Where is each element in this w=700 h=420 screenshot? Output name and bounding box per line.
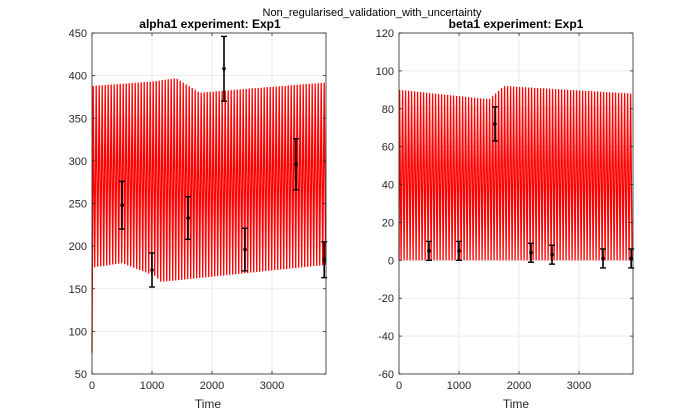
beta1-y-tick-label: -60	[378, 369, 394, 381]
alpha1-y-tick-label: 150	[69, 284, 87, 296]
beta1-y-tick-label: 100	[376, 66, 394, 78]
alpha1-simulation-line	[91, 78, 327, 353]
beta1-x-tick-label: 0	[396, 380, 402, 392]
alpha1-measurement-point	[185, 195, 191, 241]
beta1-y-tick-label: 20	[382, 217, 394, 229]
beta1-y-tick-label: 0	[388, 255, 394, 267]
alpha1-measurement-point	[119, 180, 125, 230]
beta1-y-tick-label: 120	[376, 28, 394, 40]
beta1-measurement-point	[426, 240, 432, 262]
alpha1-y-tick-label: 50	[75, 369, 87, 381]
beta1-y-tick-label: 80	[382, 104, 394, 116]
alpha1-measurement-point	[242, 227, 248, 272]
alpha1-x-tick-label: 1000	[140, 380, 164, 392]
beta1-y-tick-label: -20	[378, 293, 394, 305]
alpha1-y-tick-label: 100	[69, 326, 87, 338]
beta1-y-tick-label: -40	[378, 331, 394, 343]
beta1-x-tick-label: 2000	[507, 380, 531, 392]
beta1-x-tick-label: 1000	[447, 380, 471, 392]
alpha1-y-tick-label: 450	[69, 28, 87, 40]
alpha1-measurement-point	[149, 252, 155, 288]
alpha1-panel: alpha1 experiment: Exp1 Time 0 1000 2000 30…	[69, 17, 328, 411]
alpha1-measurement-point	[221, 35, 227, 102]
alpha1-y-tick-label: 350	[69, 113, 87, 125]
beta1-y-tick-label: 40	[382, 180, 394, 192]
beta1-panel-title: beta1 experiment: Exp1	[449, 17, 584, 31]
beta1-measurement-point	[456, 240, 462, 262]
beta1-measurement-point	[549, 244, 555, 265]
alpha1-y-tick-label: 400	[69, 71, 87, 83]
beta1-axes-box	[398, 32, 634, 375]
alpha1-measurement-point	[293, 138, 299, 191]
beta1-measurement-point	[600, 248, 606, 269]
alpha1-x-axis-label: Time	[195, 397, 222, 411]
beta1-x-axis-label: Time	[503, 397, 530, 411]
alpha1-x-tick-label: 0	[89, 380, 95, 392]
alpha1-panel-title: alpha1 experiment: Exp1	[139, 17, 281, 31]
beta1-measurement-point	[492, 106, 498, 142]
alpha1-y-tick-label: 300	[69, 156, 87, 168]
alpha1-y-tick-label: 250	[69, 199, 87, 211]
beta1-y-tick-label: 60	[382, 142, 394, 154]
beta1-measurement-point	[528, 242, 534, 263]
beta1-simulation-line	[398, 86, 633, 261]
beta1-panel: beta1 experiment: Exp1 Time 0 1000 2000 300…	[376, 17, 635, 411]
alpha1-x-tick-label: 3000	[260, 380, 284, 392]
beta1-x-tick-label: 3000	[567, 380, 591, 392]
alpha1-x-tick-label: 2000	[200, 380, 224, 392]
alpha1-y-tick-label: 200	[69, 241, 87, 253]
figure-suptitle: Non_regularised_validation_with_uncertai…	[263, 7, 482, 19]
